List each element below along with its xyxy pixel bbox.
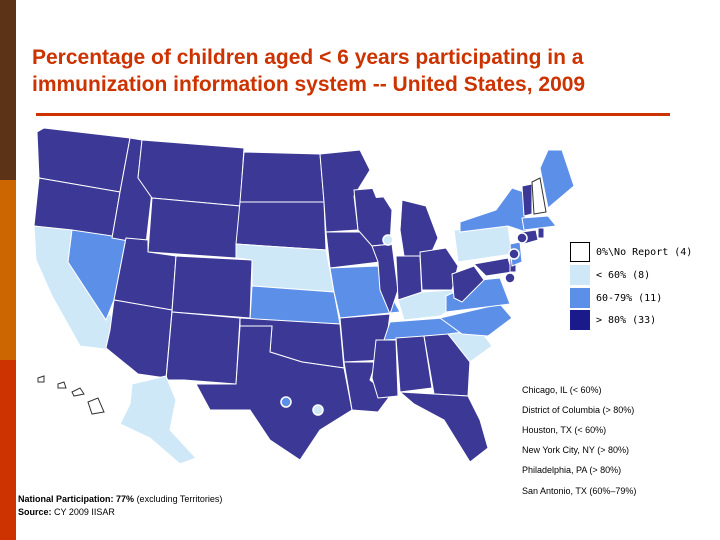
state-MT <box>137 139 245 207</box>
legend-item-no-report: 0%\No Report (4) <box>570 242 692 262</box>
legend-swatch <box>570 242 590 262</box>
legend-item-60-79: 60-79% (11) <box>570 288 662 308</box>
city-marker-houston <box>312 404 324 416</box>
city-label-philadelphia: Philadelphia, PA (> 80%) <box>522 465 622 475</box>
national-label: National Participation: <box>18 494 114 504</box>
side-bar-bottom <box>0 360 16 540</box>
city-markers <box>280 232 528 416</box>
state-CO <box>171 255 253 319</box>
legend-label: 0%\No Report (4) <box>596 246 693 258</box>
state-GA <box>423 333 471 397</box>
legend-label: < 60% (8) <box>596 269 651 281</box>
state-NM <box>165 311 241 385</box>
state-AL <box>395 335 433 393</box>
national-participation: National Participation: 77% (excluding T… <box>18 494 222 504</box>
city-label-chicago: Chicago, IL (< 60%) <box>522 385 602 395</box>
source-line: Source: CY 2009 IISAR <box>18 507 115 517</box>
side-bar-middle <box>0 180 16 360</box>
state-ME <box>539 149 575 209</box>
national-note: (excluding Territories) <box>136 494 223 504</box>
state-RI <box>537 227 545 239</box>
city-label-dc: District of Columbia (> 80%) <box>522 405 635 415</box>
city-marker-chicago <box>382 234 394 246</box>
state-MS <box>371 339 399 399</box>
city-label-san-antonio: San Antonio, TX (60%–79%) <box>522 486 637 496</box>
legend-item-lt60: < 60% (8) <box>570 265 650 285</box>
title-rule <box>36 113 670 116</box>
city-marker-nyc <box>516 232 528 244</box>
map-title: Percentage of children aged < 6 years pa… <box>32 46 586 96</box>
city-marker-dc <box>504 272 516 284</box>
source-label: Source: <box>18 507 52 517</box>
city-label-houston: Houston, TX (< 60%) <box>522 425 607 435</box>
state-SD <box>235 201 327 251</box>
state-HI <box>37 375 105 415</box>
city-label-nyc: New York City, NY (> 80%) <box>522 445 629 455</box>
legend-label: 60-79% (11) <box>596 292 663 304</box>
legend-swatch <box>570 288 590 308</box>
state-VT <box>521 183 533 217</box>
state-AK <box>119 375 197 465</box>
state-AZ <box>105 299 173 379</box>
side-bar-top <box>0 0 16 180</box>
source-value: CY 2009 IISAR <box>54 507 115 517</box>
state-FL <box>398 391 489 463</box>
state-MI <box>399 199 439 257</box>
city-marker-philadelphia <box>508 248 520 260</box>
state-ND <box>239 151 325 203</box>
state-NY <box>459 187 527 233</box>
legend-label: > 80% (33) <box>596 314 657 326</box>
state-OH <box>419 247 459 291</box>
legend-item-gt80: > 80% (33) <box>570 310 656 330</box>
state-KS <box>249 285 341 325</box>
state-TX <box>195 325 353 461</box>
state-WV <box>451 265 485 303</box>
state-MA <box>521 215 557 231</box>
legend-swatch <box>570 265 590 285</box>
great-lakes <box>372 186 452 236</box>
city-marker-san-antonio <box>280 396 292 408</box>
legend-swatch <box>570 310 590 330</box>
state-NH <box>531 177 547 215</box>
national-value: 77% <box>116 494 135 504</box>
state-WY <box>147 197 241 259</box>
